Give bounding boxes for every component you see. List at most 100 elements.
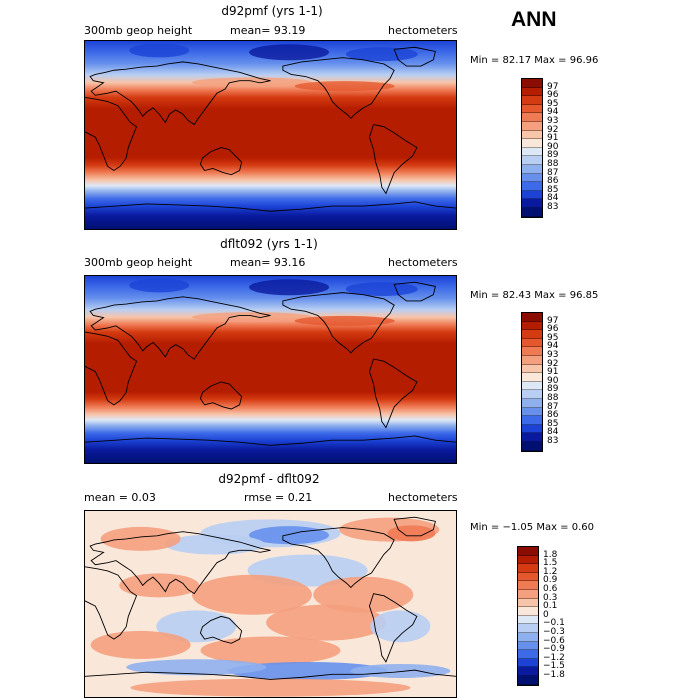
colorbar-label: 84 — [547, 427, 559, 438]
colorbar-swatch — [522, 156, 542, 165]
colorbar-swatch — [518, 624, 538, 633]
colorbar-swatch — [522, 381, 542, 391]
colorbar-swatch — [518, 581, 538, 590]
colorbar-label: −0.6 — [543, 635, 565, 646]
colorbar-swatch — [522, 424, 542, 434]
colorbar-swatch — [522, 347, 542, 356]
colorbar-label: 91 — [547, 367, 559, 378]
colorbar-label: 0.1 — [543, 601, 558, 612]
panel-1-variable: 300mb geop height — [84, 24, 193, 37]
colorbar-label: 86 — [547, 176, 559, 187]
colorbar-label: 94 — [547, 341, 559, 352]
colorbar-box — [517, 546, 539, 686]
colorbar-label: 83 — [547, 436, 559, 446]
panel-3-units: hectometers — [388, 491, 458, 504]
colorbar-swatch — [518, 650, 538, 659]
coastline-outline — [85, 282, 456, 445]
panel-2-variable: 300mb geop height — [84, 256, 193, 269]
panel-1-stat-left: mean= 93.19 — [230, 24, 306, 37]
colorbar-swatch — [518, 658, 538, 668]
colorbar-swatch — [518, 572, 538, 582]
colorbar-label: 1.5 — [543, 558, 558, 569]
colorbar-swatch — [522, 147, 542, 157]
colorbar-label: −0.9 — [543, 644, 565, 655]
colorbar-swatch — [518, 564, 538, 573]
colorbar-label: 93 — [547, 350, 559, 360]
colorbar-label: 94 — [547, 107, 559, 118]
colorbar-swatch — [522, 416, 542, 425]
colorbar-label: 88 — [547, 393, 559, 403]
colorbar-swatch — [522, 199, 542, 208]
panel-2-min-max: Min = 82.43 Max = 96.85 — [470, 290, 599, 301]
colorbar-swatch — [522, 373, 542, 382]
panel-1-min-max: Min = 82.17 Max = 96.96 — [470, 55, 599, 66]
colorbar-label: 85 — [547, 418, 559, 429]
colorbar-label: −1.2 — [543, 652, 565, 663]
colorbar-label: 93 — [547, 116, 559, 126]
colorbar-label: 90 — [547, 375, 559, 386]
colorbar-swatch — [518, 547, 538, 556]
colorbar-swatch — [522, 433, 542, 442]
colorbar-swatch — [518, 607, 538, 616]
colorbar-label: 96 — [547, 324, 559, 335]
colorbar-label: 95 — [547, 332, 559, 343]
colorbar-swatch — [522, 79, 542, 88]
colorbar-swatch — [522, 356, 542, 365]
coastline-outline — [85, 517, 456, 679]
colorbar-label: 0 — [543, 609, 549, 620]
colorbar-swatch — [522, 113, 542, 122]
colorbar-label: 87 — [547, 167, 559, 178]
colorbar-label: 0.9 — [543, 575, 558, 586]
colorbar-swatch — [522, 338, 542, 348]
colorbar-swatch — [518, 641, 538, 651]
colorbar-label: 97 — [547, 81, 559, 92]
panel-2-stat-left: mean= 93.16 — [230, 256, 306, 269]
colorbar-swatch — [522, 330, 542, 339]
panel-3-map — [84, 510, 457, 698]
colorbar-label: 1.2 — [543, 566, 558, 577]
coastline-outline — [85, 47, 456, 211]
panel-1-title: d92pmf (yrs 1-1) — [221, 4, 323, 18]
panel-2-map — [84, 275, 457, 464]
panel-3-title: d92pmf - dflt092 — [218, 472, 320, 486]
colorbar-swatch — [518, 633, 538, 642]
colorbar-label: 0.6 — [543, 584, 558, 594]
colorbar-swatch — [522, 139, 542, 148]
colorbar-label: 86 — [547, 410, 559, 421]
colorbar-label: −0.1 — [543, 618, 565, 629]
panel-1-map — [84, 40, 457, 230]
colorbar-label: 95 — [547, 98, 559, 109]
colorbar-box — [521, 78, 543, 218]
colorbar-label: 85 — [547, 184, 559, 195]
panel-2-title: dflt092 (yrs 1-1) — [220, 237, 318, 251]
colorbar-label: −1.5 — [543, 661, 565, 672]
panel-3-min-max: Min = −1.05 Max = 0.60 — [470, 522, 594, 533]
colorbar-swatch — [518, 555, 538, 565]
colorbar-swatch — [522, 165, 542, 174]
colorbar-swatch — [522, 96, 542, 105]
panel-3-stat-right: rmse = 0.21 — [244, 491, 313, 504]
colorbar-label: 1.8 — [543, 549, 558, 560]
colorbar-label: 96 — [547, 90, 559, 101]
colorbar-label: 90 — [547, 141, 559, 152]
colorbar-swatch — [522, 87, 542, 97]
colorbar-swatch — [518, 615, 538, 625]
colorbar-label: 0.3 — [543, 592, 558, 603]
colorbar-label: −1.8 — [543, 670, 565, 680]
colorbar-swatch — [522, 208, 542, 217]
colorbar-swatch — [522, 442, 542, 451]
panel-3-stat-left: mean = 0.03 — [84, 491, 156, 504]
colorbar-swatch — [522, 104, 542, 114]
colorbar-swatch — [522, 122, 542, 131]
colorbar-label: 92 — [547, 124, 559, 135]
colorbar-swatch — [522, 399, 542, 408]
colorbar-swatch — [522, 130, 542, 140]
colorbar-swatch — [522, 321, 542, 331]
colorbar-swatch — [522, 173, 542, 183]
colorbar-label: 89 — [547, 150, 559, 161]
colorbar-swatch — [518, 598, 538, 608]
season-label: ANN — [511, 8, 557, 31]
colorbar-label: 92 — [547, 358, 559, 369]
colorbar-swatch — [522, 182, 542, 191]
